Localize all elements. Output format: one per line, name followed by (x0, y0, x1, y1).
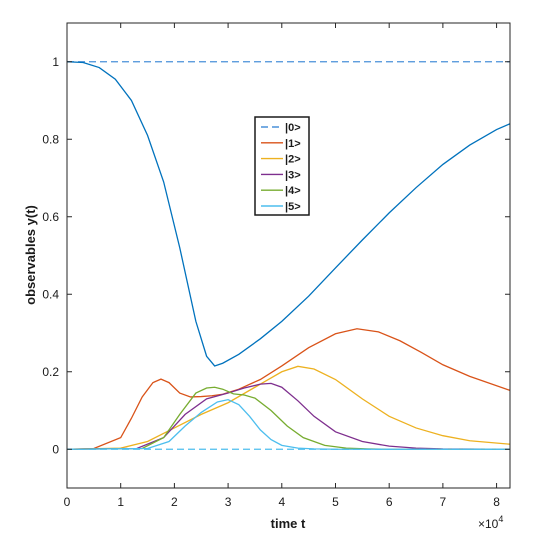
x-tick-label: 1 (117, 495, 124, 509)
x-exponent-label: ×104 (478, 514, 503, 531)
series-line-4 (66, 386, 510, 450)
x-exponent-power: 4 (498, 514, 503, 524)
legend-label: |5> (285, 201, 301, 213)
y-tick-label: 0 (52, 442, 59, 456)
x-tick-label: 7 (440, 495, 447, 509)
legend: |0> |1> |2> |3> |4> |5> (254, 116, 310, 216)
x-tick-label: 3 (225, 495, 232, 509)
legend-label: |3> (285, 169, 301, 181)
y-axis-label: observables y(t) (23, 205, 38, 305)
series-line-5 (66, 398, 510, 450)
y-tick-label: 0.2 (42, 365, 59, 379)
x-tick-label: 0 (64, 495, 71, 509)
x-tick-label: 6 (386, 495, 393, 509)
x-axis-label: time t (271, 516, 306, 531)
ticks-layer: 0 1 2 3 4 5 6 7 8 0 0.2 0.4 0.6 0.8 1 (42, 23, 510, 509)
series-line-2 (66, 365, 511, 450)
x-exponent-base: ×10 (478, 517, 499, 531)
plot-frame (66, 22, 511, 489)
series-layer (66, 61, 511, 450)
x-tick-label: 4 (278, 495, 285, 509)
legend-label: |4> (285, 185, 301, 197)
y-tick-label: 0.8 (42, 132, 59, 146)
plot-area (67, 23, 510, 488)
y-tick-label: 1 (52, 55, 59, 69)
x-tick-label: 2 (171, 495, 178, 509)
y-tick-label: 0.4 (42, 287, 59, 301)
legend-label: |2> (285, 154, 301, 166)
series-line-6 (66, 61, 511, 367)
legend-label: |1> (285, 138, 301, 150)
series-line-3 (66, 382, 511, 450)
legend-label: |0> (285, 122, 301, 134)
y-tick-label: 0.6 (42, 210, 59, 224)
x-tick-label: 5 (332, 495, 339, 509)
legend-box (254, 116, 310, 216)
x-tick-label: 8 (493, 495, 500, 509)
